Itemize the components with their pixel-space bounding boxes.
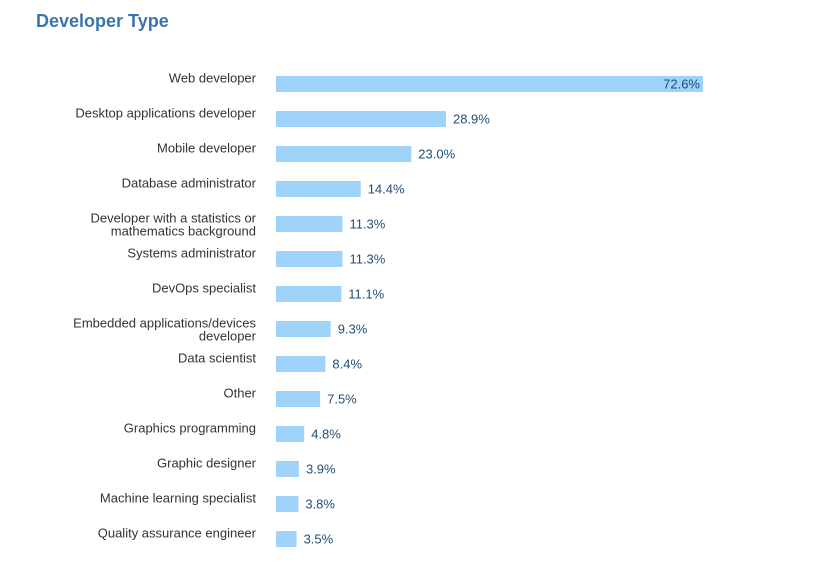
chart-title: Developer Type bbox=[36, 11, 169, 31]
bar bbox=[276, 426, 305, 442]
category-label: Data scientist bbox=[178, 351, 256, 366]
bar bbox=[276, 531, 297, 547]
category-label: Graphic designer bbox=[157, 456, 257, 471]
data-label: 72.6% bbox=[663, 77, 700, 92]
category-label: Systems administrator bbox=[127, 246, 256, 261]
data-label: 14.4% bbox=[368, 182, 405, 197]
data-label: 8.4% bbox=[332, 357, 362, 372]
category-label: Developer with a statistics or mathematic… bbox=[91, 211, 257, 239]
category-label: DevOps specialist bbox=[152, 281, 256, 296]
bar bbox=[276, 251, 343, 267]
bar bbox=[276, 496, 299, 512]
bar bbox=[276, 321, 331, 337]
data-label: 11.3% bbox=[349, 252, 385, 267]
category-label: Machine learning specialist bbox=[100, 491, 256, 506]
data-label: 23.0% bbox=[418, 147, 455, 162]
data-label: 9.3% bbox=[338, 322, 368, 337]
data-label: 28.9% bbox=[453, 112, 490, 127]
data-label: 11.1% bbox=[348, 287, 384, 302]
bar bbox=[276, 391, 321, 407]
bar bbox=[276, 111, 446, 127]
category-label: Quality assurance engineer bbox=[98, 526, 257, 541]
category-label: Graphics programming bbox=[124, 421, 256, 436]
category-label: Database administrator bbox=[122, 176, 257, 191]
data-label: 11.3% bbox=[349, 217, 385, 232]
bar bbox=[276, 356, 326, 372]
category-label: Desktop applications developer bbox=[75, 106, 256, 121]
bar bbox=[276, 146, 412, 162]
data-label: 4.8% bbox=[311, 427, 341, 442]
data-label: 7.5% bbox=[327, 392, 357, 407]
category-label: Embedded applications/devices developer bbox=[73, 316, 257, 344]
bar bbox=[276, 76, 703, 92]
category-label: Other bbox=[223, 386, 256, 401]
bar bbox=[276, 461, 299, 477]
category-label: Web developer bbox=[169, 71, 257, 86]
bar bbox=[276, 181, 361, 197]
data-label: 3.5% bbox=[304, 532, 334, 547]
data-label: 3.9% bbox=[306, 462, 336, 477]
bar bbox=[276, 286, 342, 302]
data-label: 3.8% bbox=[305, 497, 335, 512]
bar bbox=[276, 216, 343, 232]
category-label: Mobile developer bbox=[157, 141, 257, 156]
